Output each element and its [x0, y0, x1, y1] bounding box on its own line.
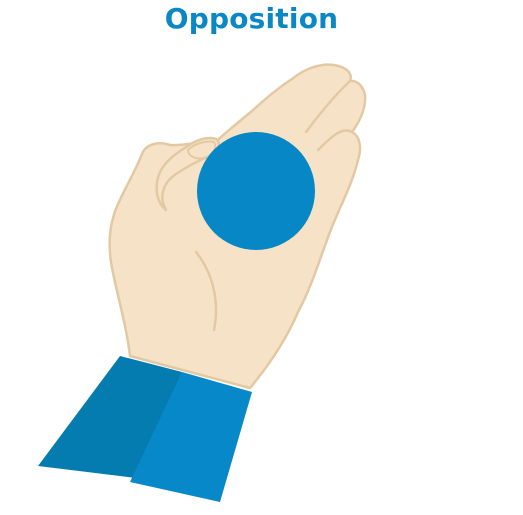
diagram-title: Opposition [164, 2, 339, 35]
sleeve-icon [38, 356, 252, 502]
sleeve-light-panel [130, 372, 252, 502]
finger-line-2 [316, 129, 354, 152]
finger-line-1 [304, 79, 352, 134]
palm-crease [194, 250, 218, 332]
ball-icon [197, 132, 315, 250]
sleeve-dark-panel [38, 356, 182, 478]
